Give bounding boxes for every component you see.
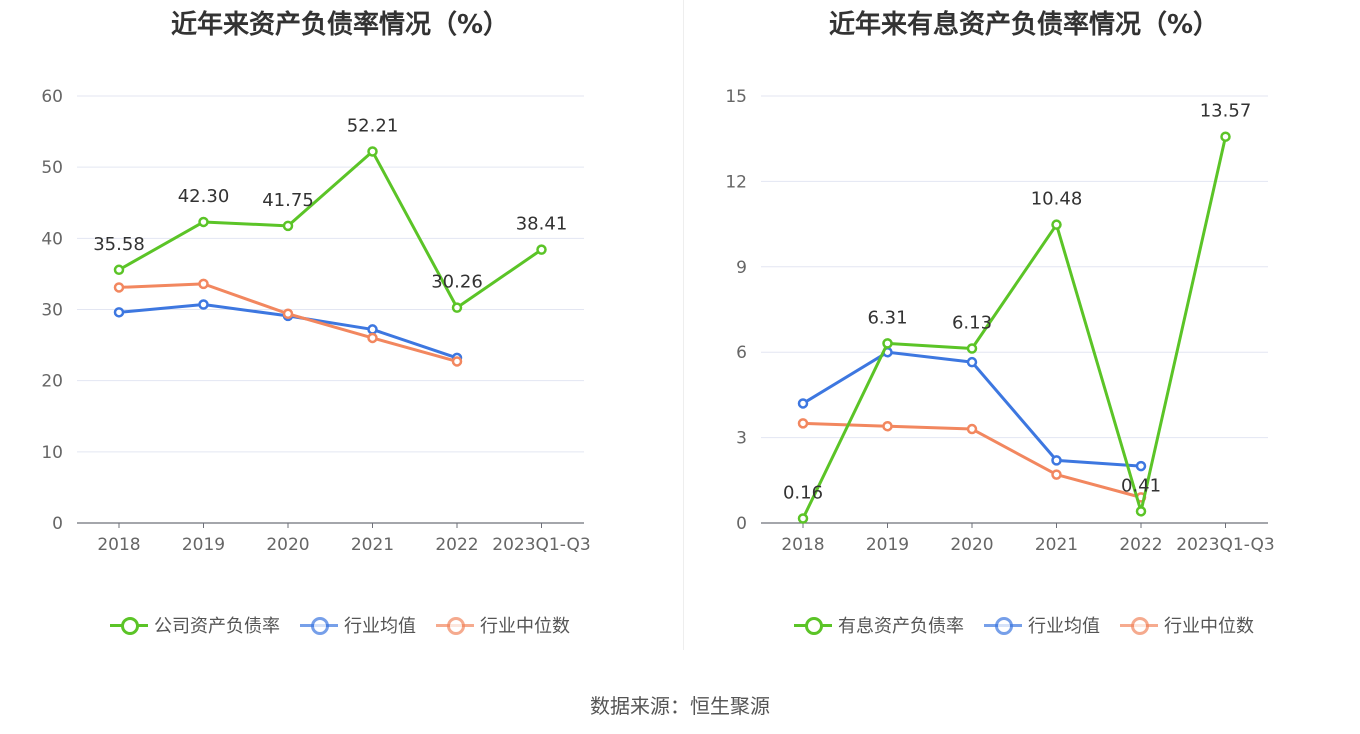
chart-title: 近年来资产负债率情况（%） (170, 10, 510, 40)
data-point[interactable] (797, 513, 809, 524)
chart-plot-area: 0 3 6 9 12 15 2018 2019 2020 2021 2022 2023Q1-Q3 0.1… (725, 87, 1274, 555)
legend-label: 公司资产负债率 (154, 616, 280, 637)
legend-item[interactable]: 有息资产负债率 (794, 612, 964, 638)
data-point[interactable] (198, 278, 209, 290)
chart-legend: 有息资产负债率 行业均值 行业中位数 (684, 612, 1360, 638)
legend-swatch-icon (436, 616, 474, 635)
legend-label: 行业中位数 (480, 616, 570, 637)
data-point[interactable] (113, 264, 125, 276)
legend-item[interactable]: 行业均值 (984, 612, 1100, 638)
x-tick-label: 2020 (266, 535, 309, 555)
series-line (802, 421, 1142, 499)
data-point[interactable] (451, 302, 463, 313)
y-tick-label: 30 (41, 301, 63, 321)
data-point[interactable] (367, 324, 378, 335)
data-point[interactable] (198, 216, 209, 228)
chart-right: 近年来有息资产负债率情况（%） 0 3 6 9 12 15 2018 2019 2020 2021… (684, 0, 1360, 660)
y-tick-label: 6 (736, 343, 747, 363)
data-point[interactable] (797, 398, 809, 409)
data-label: 13.57 (1200, 101, 1252, 122)
y-tick-label: 0 (736, 514, 747, 534)
x-tick-label: 2021 (351, 535, 394, 555)
legend-item[interactable]: 公司资产负债率 (110, 612, 280, 638)
legend-swatch-icon (984, 616, 1022, 635)
y-tick-label: 12 (725, 172, 747, 192)
data-point[interactable] (966, 423, 978, 435)
series-line (802, 350, 1142, 468)
data-point[interactable] (451, 356, 463, 367)
series-line (118, 149, 543, 310)
y-tick-label: 50 (41, 158, 63, 178)
data-label: 30.26 (431, 272, 483, 293)
y-tick-label: 20 (41, 372, 63, 392)
x-tick-label: 2020 (950, 535, 993, 555)
legend-item[interactable]: 行业中位数 (436, 612, 570, 638)
data-label: 0.41 (1121, 475, 1161, 496)
panel-divider (683, 0, 684, 650)
legend-label: 行业均值 (344, 616, 416, 637)
data-point[interactable] (1135, 506, 1147, 517)
data-point[interactable] (536, 244, 547, 255)
legend-swatch-icon (300, 616, 338, 635)
data-point[interactable] (113, 282, 125, 293)
y-tick-label: 15 (725, 87, 747, 107)
legend-swatch-icon (1120, 616, 1158, 635)
data-point[interactable] (966, 356, 978, 368)
chart-plot-area: 0 10 20 30 40 50 60 2018 2019 2020 2021 2022 2023Q1-… (41, 87, 590, 555)
data-label: 42.30 (178, 186, 230, 207)
chart-left: 近年来资产负债率情况（%） 0 10 20 30 40 50 60 2018 2019 2020 2… (0, 0, 680, 660)
data-point[interactable] (882, 420, 893, 432)
x-tick-label: 2022 (1119, 535, 1162, 555)
x-tick-label: 2019 (182, 535, 225, 555)
x-tick-label: 2022 (435, 535, 478, 555)
data-point[interactable] (1135, 460, 1147, 472)
data-point[interactable] (882, 338, 893, 349)
legend-swatch-icon (110, 616, 148, 635)
data-point[interactable] (1051, 469, 1062, 480)
data-source-note: 数据来源：恒生聚源 (590, 694, 770, 718)
y-tick-label: 9 (736, 258, 747, 278)
data-label: 0.16 (783, 482, 823, 503)
legend-label: 行业中位数 (1164, 616, 1254, 637)
x-tick-label: 2023Q1-Q3 (492, 535, 590, 555)
data-label: 52.21 (347, 115, 399, 136)
x-tick-label: 2018 (781, 535, 824, 555)
data-point[interactable] (1051, 455, 1062, 466)
data-point[interactable] (282, 308, 294, 320)
data-point[interactable] (198, 299, 209, 310)
x-tick-label: 2019 (866, 535, 909, 555)
data-point[interactable] (367, 332, 378, 344)
legend-item[interactable]: 行业中位数 (1120, 612, 1254, 638)
x-tick-label: 2023Q1-Q3 (1176, 535, 1274, 555)
data-label: 38.41 (516, 214, 568, 235)
series-line (118, 282, 458, 363)
data-label: 35.58 (93, 234, 145, 255)
data-point[interactable] (1220, 131, 1231, 142)
y-tick-label: 0 (52, 514, 63, 534)
data-point[interactable] (113, 307, 125, 318)
chart-legend: 公司资产负债率 行业均值 行业中位数 (0, 612, 680, 638)
data-point[interactable] (966, 343, 978, 354)
series-line (801, 136, 1227, 520)
data-label: 10.48 (1031, 189, 1083, 210)
x-tick-label: 2018 (97, 535, 140, 555)
x-tick-label: 2021 (1035, 535, 1078, 555)
data-point[interactable] (367, 146, 378, 157)
chart-title: 近年来有息资产负债率情况（%） (828, 10, 1220, 40)
data-point[interactable] (1051, 219, 1062, 230)
data-label: 41.75 (262, 190, 314, 211)
legend-item[interactable]: 行业均值 (300, 612, 416, 638)
data-point[interactable] (797, 418, 809, 429)
y-tick-label: 3 (736, 429, 747, 449)
legend-label: 有息资产负债率 (838, 616, 964, 637)
y-tick-label: 10 (41, 443, 63, 463)
y-tick-label: 40 (41, 229, 63, 249)
data-label: 6.31 (867, 307, 907, 328)
legend-label: 行业均值 (1028, 616, 1100, 637)
legend-swatch-icon (794, 616, 832, 635)
data-label: 6.13 (952, 312, 992, 333)
y-tick-label: 60 (41, 87, 63, 107)
data-point[interactable] (282, 220, 294, 232)
